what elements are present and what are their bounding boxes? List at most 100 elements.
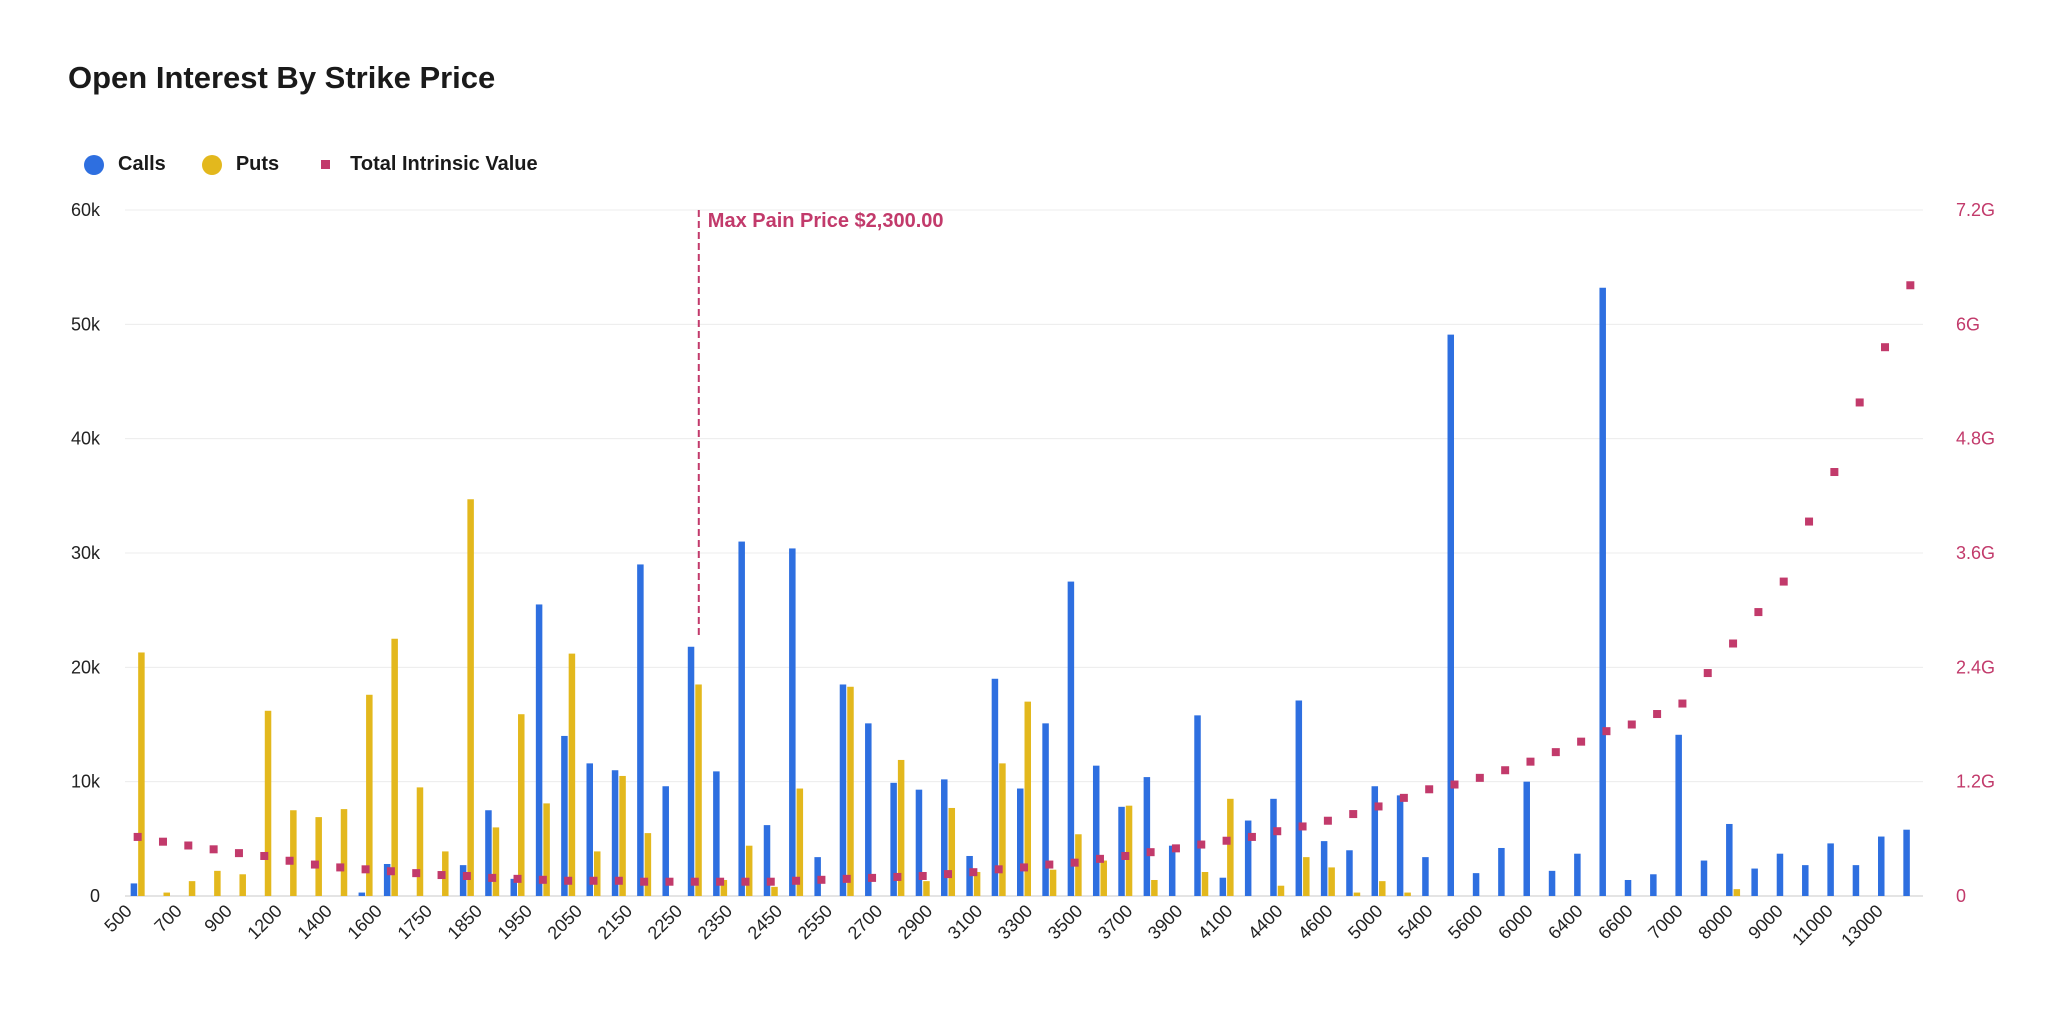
calls-bar	[1017, 788, 1024, 896]
puts-bar	[264, 710, 272, 896]
calls-bar	[662, 786, 669, 896]
calls-bar	[1092, 765, 1100, 896]
puts-bar	[1379, 881, 1386, 896]
legend-puts-swatch	[201, 154, 222, 175]
legend-puts-label: Puts	[235, 153, 280, 175]
x-tick-label: 1850	[444, 901, 486, 943]
x-tick-label: 13000	[1837, 901, 1887, 951]
calls-bar	[789, 548, 796, 896]
puts-bar	[593, 851, 601, 896]
calls-bar	[1776, 853, 1784, 896]
x-tick-label: 3700	[1094, 901, 1136, 943]
calls-bar	[1498, 847, 1505, 896]
calls-bar	[1143, 777, 1151, 896]
calls-bar	[1346, 850, 1353, 896]
calls-bar	[1270, 798, 1277, 896]
intrinsic-value-point	[741, 877, 750, 886]
puts-bar	[720, 879, 728, 896]
grid-lines	[125, 209, 1923, 897]
calls-bar	[1118, 806, 1125, 896]
x-tick-label: 2250	[644, 901, 686, 943]
calls-bar	[1219, 877, 1227, 896]
x-tick-label: 3100	[944, 901, 986, 943]
puts-bar	[1227, 798, 1234, 896]
intrinsic-value-point	[690, 877, 699, 886]
puts-bar	[214, 870, 221, 896]
x-tick-label: 6600	[1594, 901, 1636, 943]
calls-bar	[1168, 845, 1176, 896]
intrinsic-value-point	[1045, 860, 1054, 869]
calls-bar	[1523, 781, 1530, 896]
intrinsic-value-point	[1805, 517, 1814, 526]
intrinsic-value-point	[1577, 737, 1586, 746]
intrinsic-value-point	[488, 873, 497, 882]
y-axis-right: 0 1.2G 2.4G 3.6G 4.8G 6G 7.2G	[1956, 200, 1995, 906]
intrinsic-value-point	[1703, 669, 1712, 678]
puts-bar	[796, 788, 804, 896]
legend-item-puts[interactable]: Puts	[201, 153, 280, 176]
intrinsic-value-point	[1399, 793, 1408, 802]
calls-bar	[130, 883, 138, 896]
puts-bar	[492, 827, 500, 896]
y-right-tick-label: 4.8G	[1956, 429, 1995, 449]
x-tick-label: 700	[150, 901, 185, 936]
puts-bar	[315, 817, 322, 896]
calls-bar	[1650, 874, 1657, 896]
puts-bar	[1733, 889, 1741, 896]
intrinsic-value-point	[1551, 748, 1560, 757]
x-tick-label: 8000	[1694, 901, 1736, 943]
calls-bar	[1751, 868, 1758, 896]
intrinsic-value-point	[234, 849, 243, 858]
calls-bar	[1194, 715, 1201, 896]
x-tick-label: 2700	[844, 901, 886, 943]
calls-bar	[763, 825, 771, 896]
intrinsic-value-point	[260, 851, 269, 860]
x-tick-label: 3500	[1044, 901, 1086, 943]
legend-item-calls[interactable]: Calls	[84, 153, 166, 176]
calls-bar	[1548, 870, 1556, 896]
intrinsic-value-point	[994, 865, 1003, 874]
puts-bar	[1353, 892, 1361, 896]
y-left-tick-label: 40k	[71, 429, 101, 449]
puts-bar	[948, 807, 956, 896]
y-right-tick-label: 1.2G	[1956, 772, 1995, 792]
puts-bar	[543, 803, 550, 896]
calls-bar	[358, 892, 366, 896]
calls-bar	[1574, 853, 1581, 896]
puts-bar	[138, 652, 145, 896]
max-pain-label: Max Pain Price $2,300.00	[708, 210, 944, 232]
intrinsic-value-point	[437, 871, 446, 880]
legend-item-intrinsic[interactable]: Total Intrinsic Value	[315, 153, 538, 176]
intrinsic-value-point	[1501, 766, 1510, 775]
puts-bar	[340, 809, 348, 896]
x-tick-label: 4400	[1244, 901, 1286, 943]
x-tick-label: 2050	[544, 901, 586, 943]
puts-bar	[416, 787, 424, 896]
intrinsic-value-point	[893, 872, 902, 881]
x-tick-label: 5000	[1344, 901, 1386, 943]
x-tick-label: 5600	[1444, 901, 1486, 943]
y-left-tick-label: 20k	[71, 657, 101, 677]
intrinsic-value-point	[944, 870, 953, 879]
intrinsic-value-point	[1273, 827, 1282, 836]
intrinsic-value-point	[969, 868, 978, 877]
puts-bar	[239, 874, 246, 896]
y-right-tick-label: 6G	[1956, 314, 1980, 334]
intrinsic-value-point	[564, 876, 573, 885]
chart-title: Open Interest By Strike Price	[68, 60, 496, 95]
intrinsic-value-point	[1653, 710, 1662, 719]
intrinsic-value-point	[640, 877, 649, 886]
calls-bar	[1599, 287, 1606, 896]
y-left-tick-label: 30k	[71, 543, 101, 563]
calls-bar	[839, 684, 847, 896]
calls-bar	[1852, 865, 1860, 896]
puts-bar	[290, 810, 297, 896]
puts-bar	[1404, 892, 1411, 896]
puts-bar	[1328, 867, 1335, 896]
x-tick-label: 4600	[1294, 901, 1336, 943]
calls-bar	[383, 863, 391, 896]
calls-bar	[991, 678, 999, 896]
intrinsic-value-point	[614, 876, 623, 885]
calls-bar	[1320, 841, 1328, 896]
puts-bar	[1151, 879, 1158, 896]
